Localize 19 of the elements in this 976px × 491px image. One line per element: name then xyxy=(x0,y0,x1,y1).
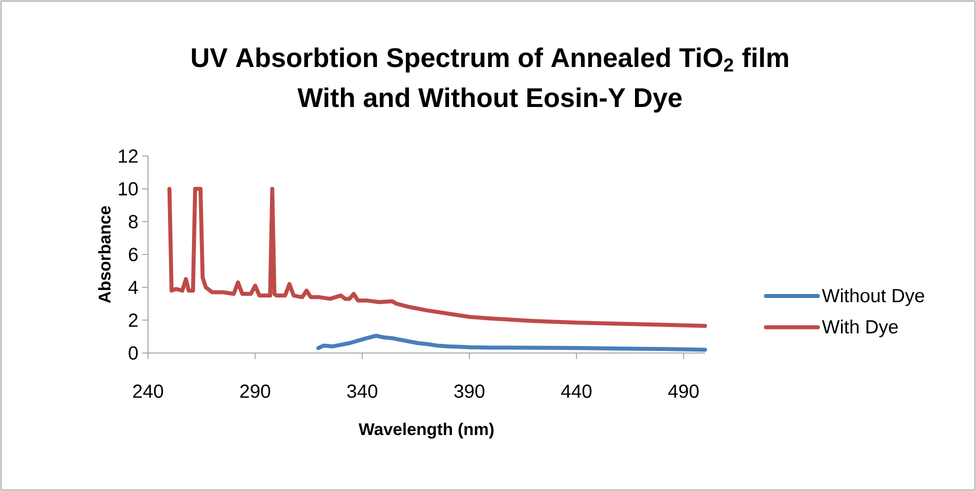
legend-label: With Dye xyxy=(822,320,898,338)
y-tick-label: 0 xyxy=(128,346,138,360)
y-axis-title: Absorbance xyxy=(98,206,111,304)
x-tick-label: 340 xyxy=(347,384,378,398)
y-tick-label: 12 xyxy=(118,149,138,163)
chart-subtitle: With and Without Eosin-Y Dye xyxy=(298,87,682,113)
y-tick-label: 4 xyxy=(128,280,138,294)
y-tick-label: 10 xyxy=(118,182,138,196)
legend-label: Without Dye xyxy=(822,288,924,306)
x-axis-title: Wavelength (nm) xyxy=(358,422,494,439)
y-tick-label: 2 xyxy=(128,314,138,327)
x-tick-label: 490 xyxy=(668,384,699,398)
x-tick-label: 240 xyxy=(133,384,164,398)
x-tick-label: 440 xyxy=(561,384,592,398)
x-tick-label: 390 xyxy=(454,384,484,398)
y-tick-label: 6 xyxy=(128,248,138,262)
x-tick-label: 290 xyxy=(240,384,270,398)
chart-title: UV Absorbtion Spectrum of Annealed TiO$_{2}$ film xyxy=(192,47,788,73)
y-tick-label: 8 xyxy=(128,214,138,228)
